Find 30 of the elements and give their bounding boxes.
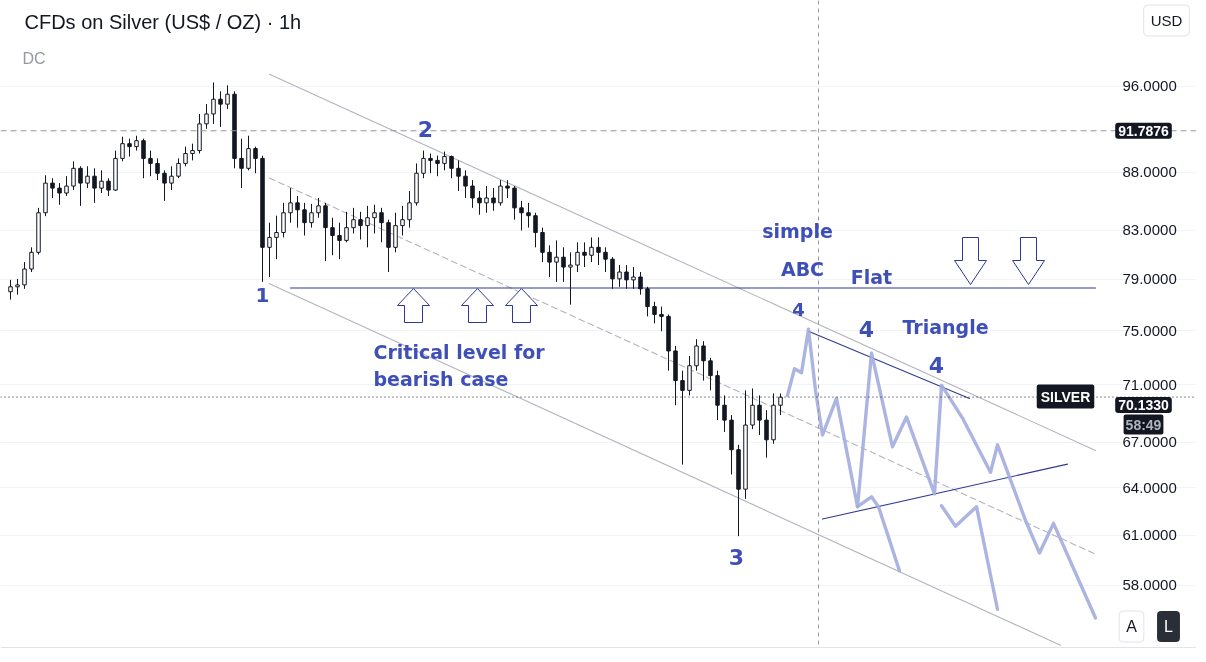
ref-line-label: 70.1330 — [1118, 396, 1170, 413]
y-tick-label: 58.0000 — [1122, 576, 1177, 594]
annotation: DC — [22, 50, 46, 67]
annotation: 4 — [792, 299, 805, 320]
y-tick-label: 67.0000 — [1122, 433, 1177, 451]
y-tick-label: 61.0000 — [1122, 526, 1177, 544]
ref-line-label: 91.7876 — [1118, 122, 1170, 139]
y-tick-label: 96.0000 — [1122, 77, 1177, 95]
y-tick-label: 64.0000 — [1122, 478, 1177, 496]
text: USD — [1150, 12, 1183, 29]
annotation: 3 — [728, 544, 745, 570]
annotation: Triangle — [902, 315, 989, 338]
text: A — [1126, 618, 1138, 635]
annotation: Flat — [850, 265, 893, 288]
annotation: Critical level for bearish case — [373, 340, 546, 390]
y-tick-label: 79.0000 — [1122, 270, 1177, 288]
annotation: 2 — [417, 116, 434, 142]
annotation: ABC — [780, 257, 825, 280]
y-tick-label: 88.0000 — [1122, 163, 1177, 181]
text: L — [1164, 618, 1174, 635]
annotation: simple — [762, 219, 833, 242]
text: 58:49 — [1125, 416, 1162, 433]
y-tick-label: 75.0000 — [1122, 321, 1177, 339]
y-tick-label: 71.0000 — [1122, 375, 1177, 393]
annotation: 4 — [858, 316, 875, 342]
annotation: SILVER — [1040, 388, 1091, 405]
y-tick-label: 83.0000 — [1122, 221, 1177, 239]
annotation: 4 — [928, 352, 945, 378]
text: CFDs on Silver (US$ / OZ) · 1h — [24, 10, 302, 33]
annotation: 1 — [255, 282, 270, 307]
